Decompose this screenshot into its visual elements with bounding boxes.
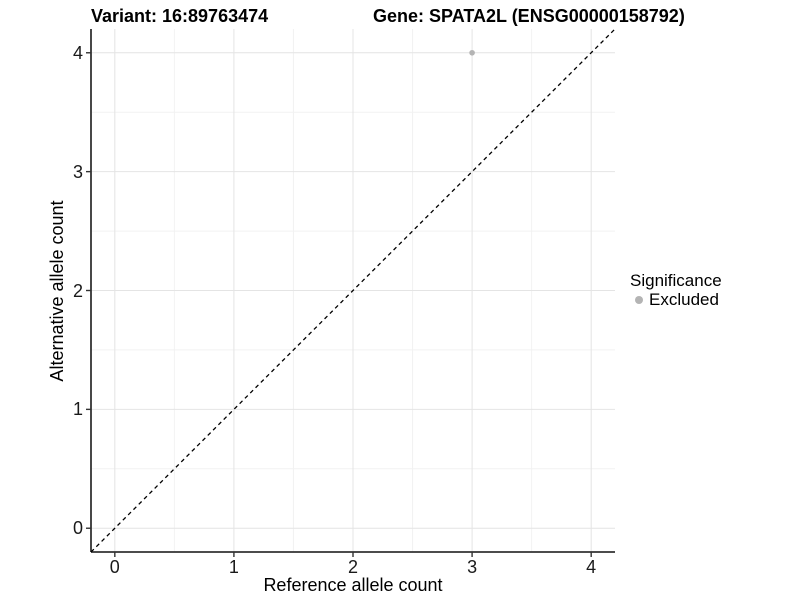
x-tick-label: 4: [586, 557, 597, 577]
legend: Significance Excluded: [630, 271, 722, 309]
gene-title: Gene: SPATA2L (ENSG00000158792): [373, 6, 685, 26]
y-tick-label: 4: [72, 42, 83, 63]
x-axis-title: Reference allele count: [263, 575, 443, 595]
x-tick-label: 0: [109, 557, 120, 577]
plot-panel: [86, 28, 616, 557]
x-tick-label: 3: [467, 557, 478, 577]
y-tick-label: 2: [72, 280, 83, 301]
plot-canvas: [86, 28, 616, 557]
legend-entries: Excluded: [630, 290, 722, 309]
x-tick-label: 2: [347, 557, 358, 577]
y-tick-label: 1: [72, 399, 83, 420]
variant-title: Variant: 16:89763474: [91, 6, 269, 26]
y-tick-label: 0: [72, 518, 83, 539]
y-tick-label: 3: [72, 161, 83, 182]
legend-entry: Excluded: [630, 290, 722, 309]
legend-title: Significance: [630, 271, 722, 290]
legend-entry-label: Excluded: [649, 290, 719, 309]
data-point: [469, 49, 475, 56]
x-tick-label: 1: [228, 557, 239, 577]
identity-reference-line: [90, 28, 616, 553]
legend-key-dot-icon: [635, 296, 643, 304]
